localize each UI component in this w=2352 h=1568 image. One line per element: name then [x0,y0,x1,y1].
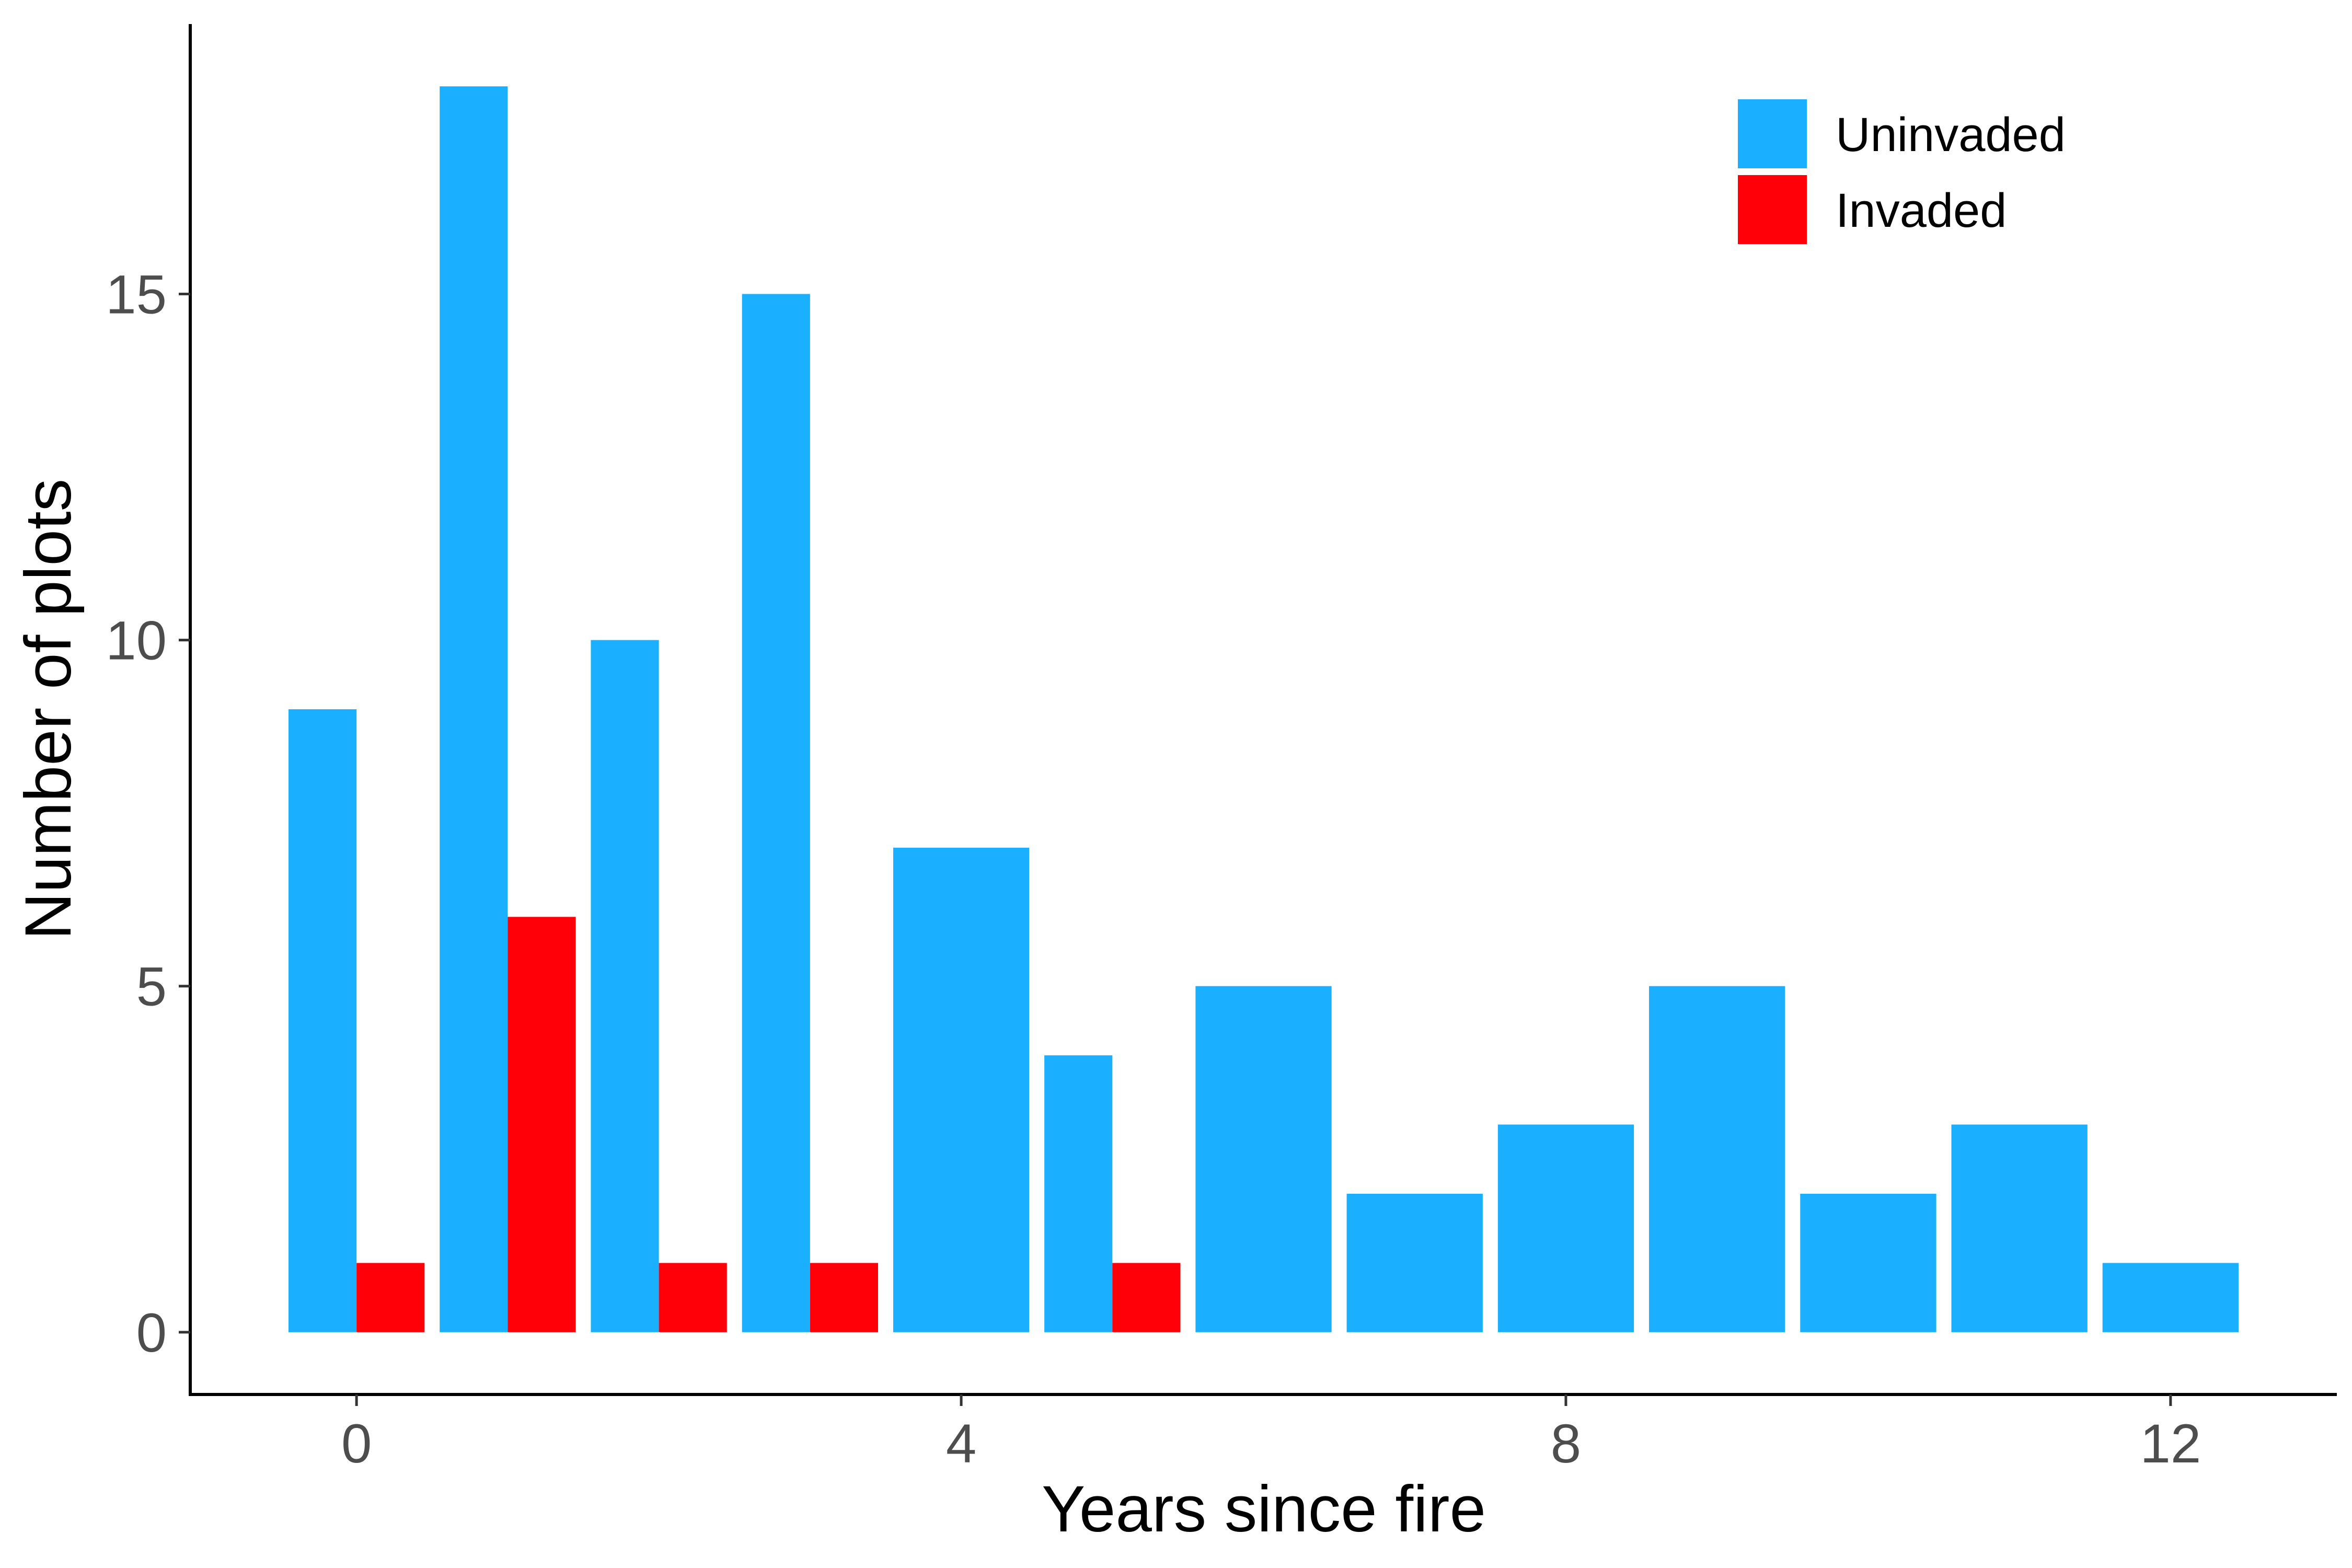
bar-uninvaded-9 [1649,986,1785,1332]
x-tick-label: 4 [946,1413,976,1474]
x-tick-label: 8 [1551,1413,1581,1474]
bar-invaded-3 [810,1263,878,1332]
legend-key-invaded [1738,175,1807,244]
x-axis-title: Years since fire [1042,1473,1486,1546]
axes-layer [189,24,2337,1396]
legend-label-uninvaded: Uninvaded [1836,108,2066,162]
bar-invaded-0 [356,1263,425,1332]
bar-uninvaded-11 [1951,1124,2088,1332]
bars-layer [288,86,2239,1332]
bar-invaded-2 [659,1263,727,1332]
legend-key-uninvaded [1738,99,1807,168]
bar-uninvaded-6 [1195,986,1332,1332]
y-axis-title: Number of plots [12,479,85,940]
bar-uninvaded-10 [1800,1193,1936,1332]
bar-uninvaded-2 [591,640,659,1332]
legend: Uninvaded Invaded [1738,99,2066,244]
y-tick-label: 15 [106,264,167,325]
bar-uninvaded-3 [742,294,810,1332]
bar-uninvaded-12 [2102,1263,2239,1332]
bar-uninvaded-5 [1044,1055,1113,1332]
legend-label-invaded: Invaded [1836,184,2007,237]
bar-invaded-1 [508,917,576,1332]
bar-uninvaded-1 [440,86,508,1332]
bar-invaded-4 [1112,1263,1181,1332]
y-tick-label: 10 [106,610,167,672]
bar-uninvaded-0 [288,709,357,1332]
bar-uninvaded-8 [1497,1124,1634,1332]
x-tick-label: 12 [2140,1413,2201,1474]
bar-uninvaded-4 [893,847,1030,1332]
y-tick-label: 5 [136,956,167,1018]
ticks-layer: 0 4 8 12 0 5 10 15 [106,264,2201,1474]
bar-uninvaded-7 [1346,1193,1483,1332]
x-tick-label: 0 [341,1413,372,1474]
y-tick-label: 0 [136,1302,167,1364]
